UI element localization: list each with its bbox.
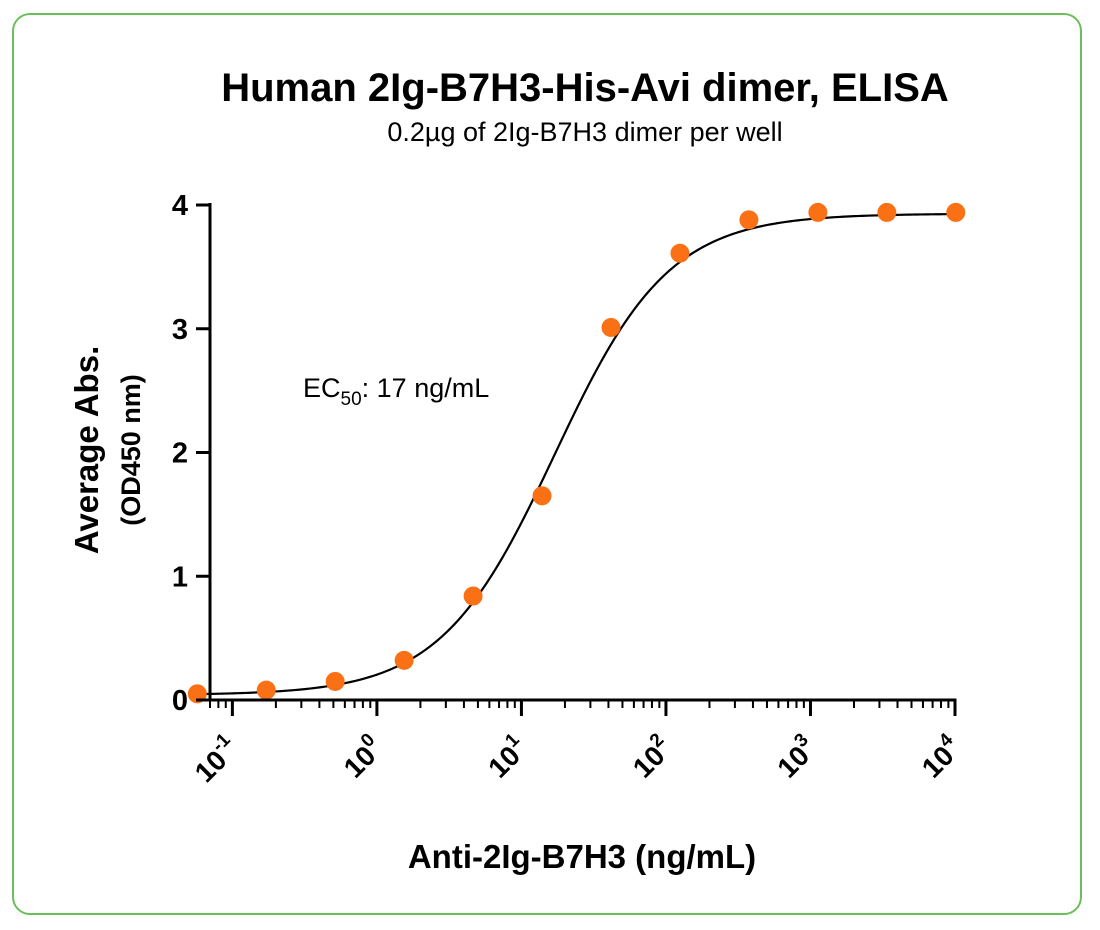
y-tick-label: 4 [172,190,188,222]
x-axis-label: Anti-2Ig-B7H3 (ng/mL) [408,838,756,875]
x-axis-ticks: 10-1 100 101 102 103 104 [186,700,968,788]
ec50-prefix: EC [303,373,341,403]
data-point [808,202,828,222]
ec50-suffix: : 17 ng/mL [362,373,490,403]
y-tick-label: 0 [172,685,188,717]
x-tick-label: 104 [913,729,968,784]
x-tick-label: 100 [335,729,389,783]
x-tick-label: 102 [624,729,678,783]
x-tick-label: 103 [768,729,822,783]
x-tick-label: 101 [479,729,534,784]
data-point [532,486,552,506]
fit-curve-layer [197,212,956,696]
data-point [739,210,759,230]
chart-subtitle: 0.2µg of 2Ig-B7H3 dimer per well [387,117,782,147]
y-tick-label: 3 [172,314,188,346]
y-axis-label: Average Abs. [68,346,105,554]
data-point [601,318,621,338]
chart-frame [12,13,1082,915]
data-point [394,650,414,670]
y-tick-label: 2 [172,438,188,470]
chart-title: Human 2Ig-B7H3-His-Avi dimer, ELISA [221,66,949,110]
data-point [670,243,690,263]
ec50-subscript: 50 [341,389,362,410]
fit-curve [197,212,956,696]
data-point [463,586,483,606]
data-point [946,202,966,222]
data-point [877,202,897,222]
data-point [325,671,345,691]
y-axis-sublabel: (OD450 nm) [116,374,146,526]
ec50-annotation: EC50: 17 ng/mL [303,373,489,410]
x-tick-label: 10-1 [186,729,245,788]
y-axis-ticks: 0 1 2 3 4 [172,190,210,717]
data-point [256,680,276,700]
y-tick-label: 1 [172,561,188,593]
data-points [187,202,966,704]
